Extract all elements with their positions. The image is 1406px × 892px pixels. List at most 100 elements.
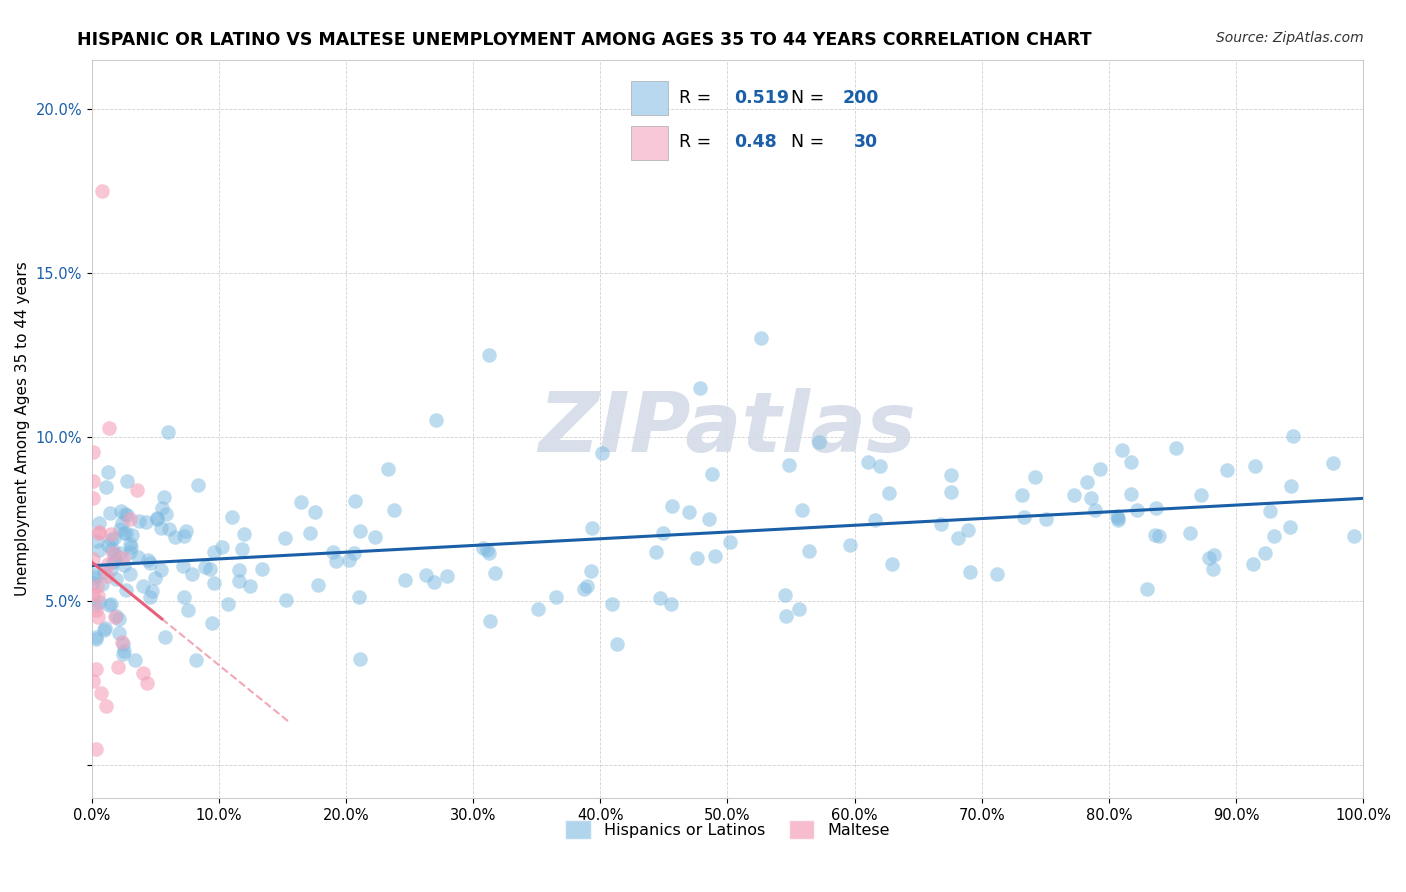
Point bbox=[112, 637, 135, 651]
Point bbox=[111, 647, 134, 661]
Point bbox=[93, 565, 115, 579]
Point bbox=[475, 542, 498, 557]
Point bbox=[956, 524, 979, 538]
Point bbox=[228, 563, 250, 577]
Point bbox=[349, 652, 371, 666]
Point bbox=[98, 421, 121, 435]
Point bbox=[157, 522, 180, 536]
Point bbox=[93, 624, 115, 638]
Point bbox=[100, 597, 122, 611]
Point bbox=[425, 413, 447, 427]
Point bbox=[94, 480, 117, 494]
Point bbox=[97, 466, 120, 480]
Point bbox=[1244, 459, 1267, 474]
Point bbox=[108, 522, 131, 536]
Point bbox=[1080, 491, 1102, 506]
Point bbox=[132, 666, 155, 681]
Point bbox=[96, 698, 118, 713]
Point bbox=[149, 521, 172, 535]
Point bbox=[97, 538, 120, 552]
Point bbox=[221, 510, 243, 524]
Point bbox=[678, 505, 700, 519]
Point bbox=[941, 484, 963, 499]
Point bbox=[778, 458, 800, 472]
Point bbox=[838, 538, 860, 552]
Point bbox=[100, 527, 122, 541]
Point bbox=[82, 491, 104, 506]
Point bbox=[1322, 456, 1344, 470]
Point bbox=[1088, 462, 1111, 476]
Point bbox=[700, 467, 723, 482]
Point bbox=[104, 609, 127, 624]
Point bbox=[879, 486, 901, 500]
Point bbox=[146, 512, 169, 526]
Point bbox=[108, 546, 131, 560]
Point bbox=[929, 516, 952, 531]
Point bbox=[1147, 528, 1170, 542]
Point bbox=[163, 530, 186, 544]
Point bbox=[136, 552, 159, 566]
Point bbox=[484, 566, 506, 580]
Point bbox=[118, 512, 141, 526]
Point bbox=[115, 525, 138, 540]
Point bbox=[479, 614, 502, 628]
Point bbox=[1012, 509, 1035, 524]
Point bbox=[1263, 529, 1285, 543]
Point bbox=[181, 566, 204, 581]
Point bbox=[157, 425, 180, 440]
Point bbox=[775, 609, 797, 624]
Point bbox=[107, 659, 129, 673]
Point bbox=[127, 550, 149, 565]
Point bbox=[84, 632, 107, 647]
Point bbox=[1144, 501, 1167, 516]
Point bbox=[82, 567, 104, 582]
Point bbox=[118, 537, 141, 551]
Point bbox=[187, 478, 209, 492]
Point bbox=[325, 554, 347, 568]
Point bbox=[751, 331, 773, 345]
Point bbox=[143, 571, 166, 585]
Point bbox=[108, 612, 131, 626]
Point bbox=[959, 565, 981, 579]
Point bbox=[659, 597, 682, 611]
Point bbox=[307, 578, 329, 592]
Point bbox=[172, 559, 194, 574]
Point bbox=[347, 590, 370, 604]
Point bbox=[948, 531, 970, 545]
Point bbox=[155, 507, 177, 521]
Point bbox=[1119, 455, 1142, 469]
Point bbox=[211, 540, 233, 554]
Point bbox=[118, 566, 141, 581]
Point bbox=[127, 483, 149, 497]
Point bbox=[193, 559, 215, 574]
Point bbox=[120, 540, 142, 554]
Point bbox=[153, 490, 176, 504]
Point bbox=[112, 644, 135, 658]
Point bbox=[103, 531, 125, 545]
Point bbox=[1258, 503, 1281, 517]
Text: ZIPatlas: ZIPatlas bbox=[538, 388, 917, 469]
Point bbox=[808, 435, 831, 450]
Point bbox=[112, 526, 135, 541]
Point bbox=[1278, 520, 1301, 534]
Point bbox=[184, 653, 207, 667]
Point bbox=[82, 551, 104, 566]
Point bbox=[100, 562, 122, 576]
Point bbox=[1254, 546, 1277, 560]
Point bbox=[1166, 441, 1188, 455]
Point bbox=[114, 507, 136, 521]
Point bbox=[202, 576, 225, 591]
Point bbox=[104, 547, 127, 561]
Point bbox=[86, 579, 108, 593]
Point bbox=[82, 475, 104, 489]
Point bbox=[1107, 511, 1129, 525]
Point bbox=[87, 595, 110, 609]
Point bbox=[121, 528, 143, 542]
Point bbox=[84, 599, 107, 613]
Point bbox=[349, 524, 371, 539]
Point bbox=[1126, 502, 1149, 516]
Point bbox=[173, 591, 195, 605]
Point bbox=[1281, 429, 1303, 443]
Point bbox=[986, 567, 1008, 582]
Point bbox=[145, 511, 167, 525]
